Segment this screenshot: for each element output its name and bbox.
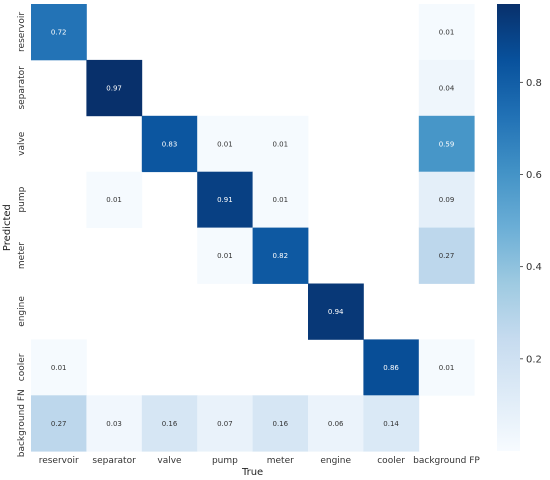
- colorbar: [497, 4, 520, 451]
- colorbar-tick-label: 0.2: [526, 354, 542, 365]
- y-tick-labels: reservoir separator valve pump meter engine co…: [17, 12, 27, 458]
- heatmap-cell: [418, 171, 475, 228]
- cell-value-label: 0.07: [217, 420, 233, 428]
- heatmap-cell: [31, 339, 87, 396]
- heatmap-cell: [418, 59, 475, 117]
- heatmap-cell: [252, 227, 309, 284]
- cell-value-label: 0.01: [439, 364, 455, 372]
- heatmap-cell: [308, 283, 364, 340]
- cell-value-label: 0.86: [383, 364, 399, 372]
- colorbar-tick-label: 0.4: [526, 262, 542, 273]
- x-axis-label: True: [241, 467, 263, 478]
- cell-value-label: 0.97: [106, 84, 122, 92]
- heatmap-cell-labels: 0.72 0.01 0.97 0.04 0.83 0.01 0.01 0.59 0.01 0.91…: [51, 28, 455, 427]
- heatmap-cell: [308, 395, 364, 452]
- heatmap-cell: [252, 171, 309, 228]
- heatmap-cell: [197, 395, 253, 452]
- cell-value-label: 0.04: [439, 84, 455, 92]
- y-tick-label: valve: [17, 131, 27, 156]
- colorbar-ticks: 0.2 0.4 0.6 0.8: [520, 78, 542, 365]
- y-tick-label: background FN: [17, 389, 27, 457]
- colorbar-tick-label: 0.6: [526, 170, 542, 181]
- colorbar-tick-label: 0.8: [526, 78, 542, 89]
- heatmap-cell: [252, 395, 309, 452]
- x-tick-label: background FP: [413, 456, 480, 466]
- heatmap-cells: [31, 4, 475, 452]
- cell-value-label: 0.01: [273, 140, 289, 148]
- x-tick-label: separator: [92, 456, 136, 466]
- x-tick-label: valve: [157, 456, 182, 466]
- x-tick-labels: reservoir separator valve pump meter engine co…: [39, 456, 481, 466]
- heatmap-cell: [363, 395, 420, 452]
- cell-value-label: 0.06: [328, 420, 344, 428]
- heatmap-cell: [141, 115, 198, 173]
- heatmap-cell: [197, 171, 253, 228]
- x-tick-label: reservoir: [39, 456, 79, 466]
- cell-value-label: 0.27: [51, 420, 67, 428]
- x-tick-label: engine: [320, 456, 351, 466]
- heatmap-cell: [418, 4, 475, 61]
- cell-value-label: 0.01: [273, 196, 289, 204]
- heatmap-cell: [252, 115, 309, 173]
- heatmap-cell: [418, 227, 475, 284]
- heatmap-cell: [86, 171, 143, 228]
- heatmap-cell: [86, 395, 143, 452]
- cell-value-label: 0.14: [383, 420, 399, 428]
- heatmap-cell: [197, 115, 253, 173]
- x-tick-label: pump: [212, 456, 238, 466]
- cell-value-label: 0.83: [162, 140, 178, 148]
- cell-value-label: 0.27: [439, 252, 455, 260]
- cell-value-label: 0.01: [106, 196, 122, 204]
- cell-value-label: 0.09: [439, 196, 455, 204]
- y-axis-label: Predicted: [2, 204, 13, 251]
- cell-value-label: 0.59: [439, 140, 455, 148]
- cell-value-label: 0.82: [273, 252, 289, 260]
- cell-value-label: 0.01: [51, 364, 67, 372]
- cell-value-label: 0.94: [328, 308, 344, 316]
- cell-value-label: 0.72: [51, 28, 67, 36]
- cell-value-label: 0.01: [217, 252, 233, 260]
- heatmap-cell: [31, 395, 87, 452]
- cell-value-label: 0.16: [162, 420, 178, 428]
- heatmap-cell: [363, 339, 420, 396]
- y-tick-label: pump: [17, 186, 27, 212]
- heatmap-cell: [197, 227, 253, 284]
- cell-value-label: 0.01: [217, 140, 233, 148]
- cell-value-label: 0.16: [273, 420, 289, 428]
- y-tick-label: separator: [17, 66, 27, 110]
- heatmap-cell: [141, 395, 198, 452]
- cell-value-label: 0.03: [106, 420, 122, 428]
- x-tick-label: cooler: [377, 456, 405, 466]
- x-tick-label: meter: [267, 456, 294, 466]
- heatmap-cell: [31, 4, 87, 61]
- cell-value-label: 0.91: [217, 196, 233, 204]
- y-tick-label: reservoir: [17, 12, 27, 52]
- heatmap-cell: [418, 339, 475, 396]
- y-tick-label: meter: [17, 242, 27, 269]
- cell-value-label: 0.01: [439, 28, 455, 36]
- y-tick-label: cooler: [17, 353, 27, 381]
- heatmap-cell: [86, 59, 143, 117]
- y-tick-label: engine: [17, 296, 27, 327]
- heatmap-cell: [418, 115, 475, 173]
